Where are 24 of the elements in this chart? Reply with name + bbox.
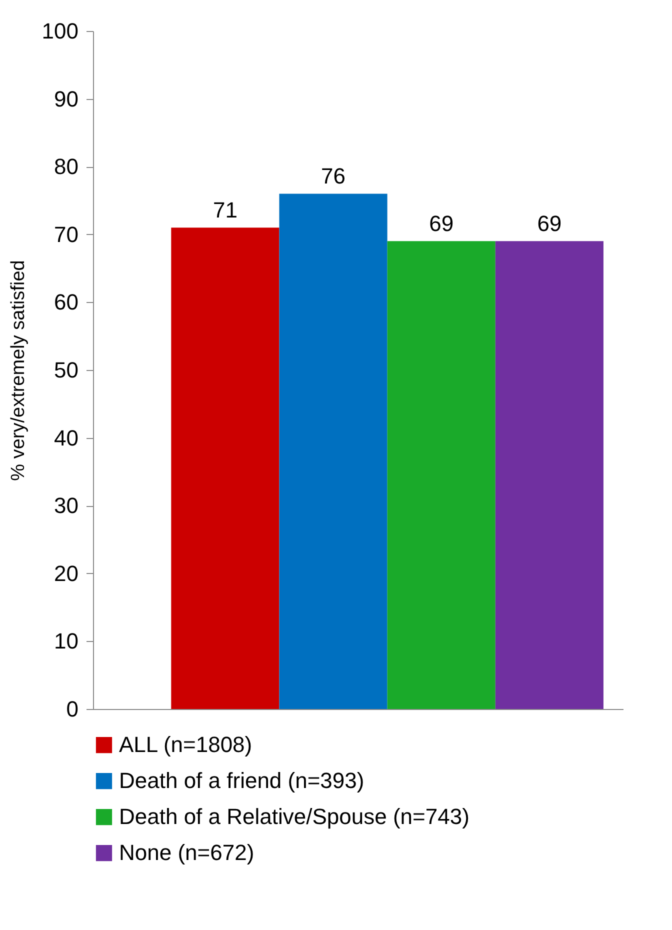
data-label: 71	[212, 198, 238, 223]
bar	[495, 241, 604, 709]
legend-label: ALL (n=1808)	[119, 732, 252, 757]
y-tick-label: 20	[54, 560, 78, 586]
legend-label: Death of a friend (n=393)	[119, 768, 364, 793]
y-axis-title: % very/extremely satisfied	[8, 260, 29, 481]
legend-label: Death of a Relative/Spouse (n=743)	[119, 804, 470, 829]
legend-label: None (n=672)	[119, 840, 254, 865]
bar	[387, 241, 496, 709]
y-tick-label: 70	[54, 222, 78, 247]
data-label: 69	[429, 211, 454, 236]
y-tick-label: 40	[54, 425, 78, 450]
y-tick-label: 50	[54, 358, 78, 382]
y-tick-label: 80	[54, 154, 78, 180]
y-tick-label: 10	[54, 628, 78, 654]
y-tick-label: 30	[54, 493, 78, 518]
bar	[279, 194, 388, 709]
y-tick-label: 0	[66, 696, 78, 722]
data-label: 69	[537, 211, 562, 236]
y-tick-label: 100	[42, 18, 78, 44]
y-tick-label: 60	[54, 290, 78, 315]
data-label: 76	[321, 164, 346, 189]
y-tick-label: 90	[54, 86, 78, 112]
bar	[171, 228, 280, 709]
